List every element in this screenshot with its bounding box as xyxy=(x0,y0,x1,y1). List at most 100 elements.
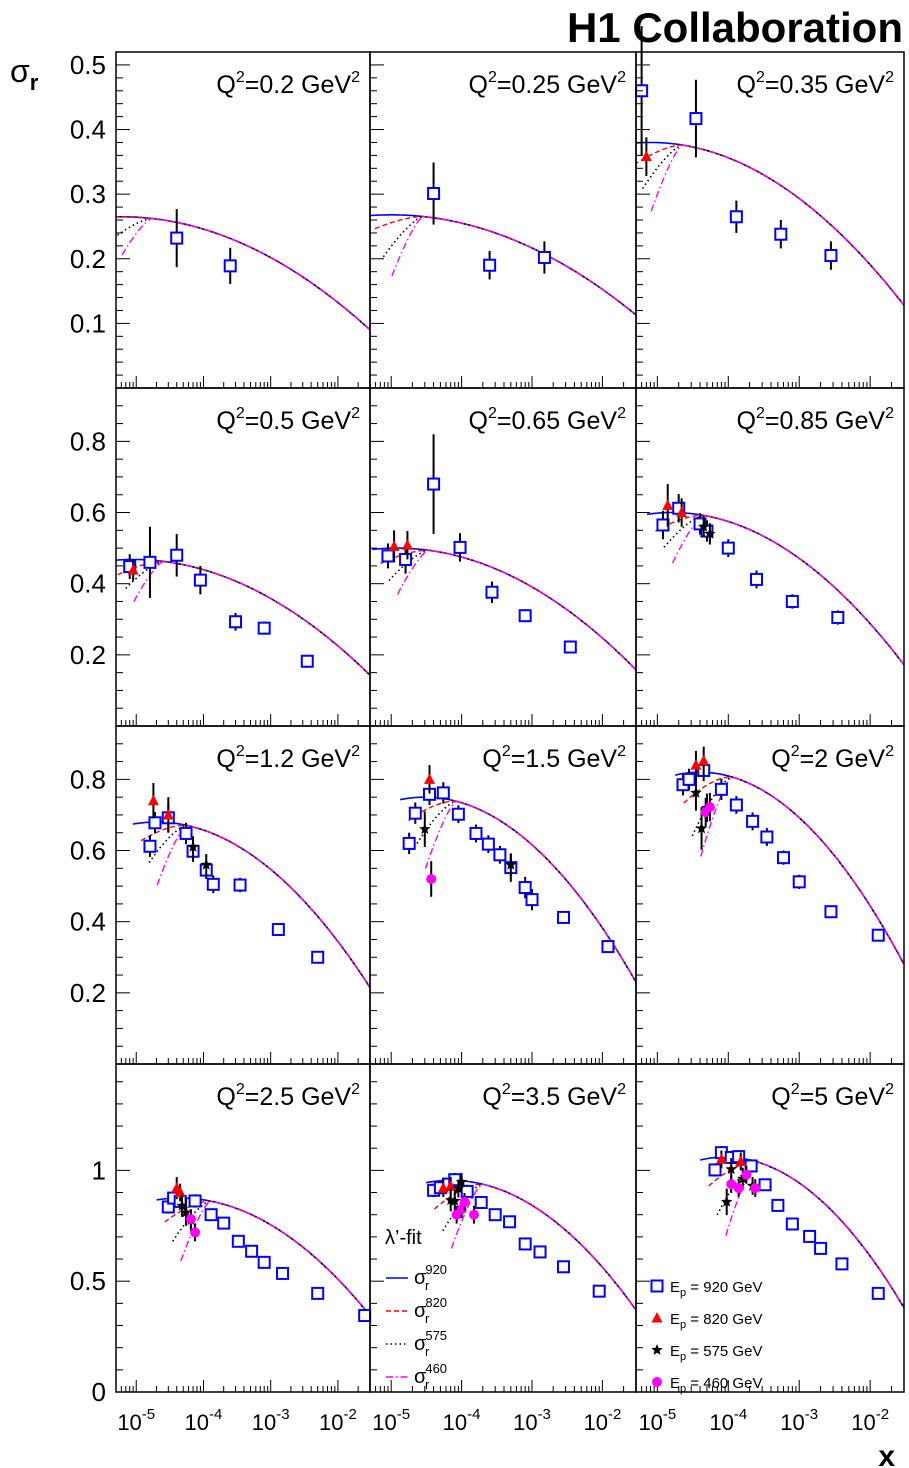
data-point-820 xyxy=(401,539,413,550)
data-point-575 xyxy=(695,822,708,834)
data-point-920 xyxy=(170,231,184,245)
y-tick-label: 0.4 xyxy=(70,907,106,937)
data-point-920 xyxy=(481,837,495,851)
data-point-920 xyxy=(814,1241,828,1255)
data-point-920 xyxy=(746,814,760,828)
y-tick-label: 0.8 xyxy=(70,764,106,794)
data-point-820 xyxy=(715,1153,727,1164)
data-point-920 xyxy=(518,1237,532,1251)
fit-curves xyxy=(372,547,636,670)
data-point-920 xyxy=(311,950,325,964)
fit-curve-460 xyxy=(396,549,636,670)
y-tick-label: 0.3 xyxy=(70,179,106,209)
data-point-820 xyxy=(127,564,139,575)
panel-8: Q2=2 GeV2 xyxy=(635,725,905,1065)
data-point-460 xyxy=(750,1183,761,1194)
data-point-920 xyxy=(785,594,799,608)
x-tick-label: 10-2 xyxy=(319,1406,357,1435)
data-point-920 xyxy=(276,1266,290,1280)
data-point-575 xyxy=(690,786,702,798)
y-tick-label: 0.6 xyxy=(70,498,106,528)
data-point-920 xyxy=(193,573,207,587)
y-tick-label: 0.4 xyxy=(70,115,106,145)
y-tick-label: 0.2 xyxy=(70,978,106,1008)
data-point-820 xyxy=(174,1186,186,1198)
panel-2: Q2=0.35 GeV2 xyxy=(635,26,905,389)
y-tick-label: 0.5 xyxy=(70,1266,106,1296)
panel-11: Q2=5 GeV2 xyxy=(635,1063,905,1393)
panel-title: Q2=0.2 GeV2 xyxy=(216,69,360,99)
data-point-920 xyxy=(803,1229,817,1243)
data-point-820 xyxy=(698,754,710,766)
data-point-575 xyxy=(721,1195,733,1207)
data-point-920 xyxy=(556,1260,570,1274)
data-point-575 xyxy=(419,823,431,834)
x-tick-label: 10-5 xyxy=(372,1406,410,1435)
data-point-920 xyxy=(460,1184,474,1198)
data-legend-marker-575 xyxy=(651,1344,663,1355)
y-tick-label: 0 xyxy=(92,1377,106,1407)
fit-curves xyxy=(156,1197,370,1317)
data-points xyxy=(170,209,237,284)
data-point-920 xyxy=(682,772,696,786)
data-points xyxy=(676,746,885,942)
data-point-920 xyxy=(525,893,539,907)
data-point-920 xyxy=(170,548,184,562)
data-point-920 xyxy=(556,910,570,924)
data-points xyxy=(427,1173,606,1298)
y-tick-label: 0.2 xyxy=(70,640,106,670)
x-tick-label: 10-3 xyxy=(513,1406,551,1435)
x-tick-label: 10-3 xyxy=(780,1406,818,1435)
data-points xyxy=(656,484,845,625)
data-point-820 xyxy=(676,506,688,518)
data-point-920 xyxy=(774,227,788,241)
data-point-920 xyxy=(693,517,707,531)
data-point-920 xyxy=(427,187,441,201)
data-point-920 xyxy=(729,798,743,812)
data-point-920 xyxy=(271,923,285,937)
collaboration-title: H1 Collaboration xyxy=(567,4,903,51)
data-legend-marker-460 xyxy=(652,1377,662,1387)
data-point-920 xyxy=(300,654,314,668)
data-legend: Ep = 920 GeV Ep = 820 GeV Ep = 575 GeV Ep =… xyxy=(650,1279,762,1395)
fit-curve-460 xyxy=(156,824,370,988)
data-point-920 xyxy=(750,572,764,586)
x-tick-label: 10-4 xyxy=(185,1406,223,1435)
panel-grid: 0.1 0.2 0.3 0.4 0.5 Q2=0.2 GeV2 Q2=0.25 GeV2 Q2… xyxy=(70,26,905,1435)
y-tick-label: 0.2 xyxy=(70,244,106,274)
fit-curve-460 xyxy=(650,144,904,306)
data-point-920 xyxy=(427,477,441,491)
data-point-920 xyxy=(871,1286,885,1300)
panel-frame xyxy=(635,1063,905,1393)
data-point-820 xyxy=(662,499,674,510)
data-point-460 xyxy=(459,1196,470,1207)
data-legend-label-820: Ep = 820 GeV xyxy=(670,1311,762,1331)
data-points xyxy=(381,434,577,654)
fit-curves xyxy=(116,216,370,330)
data-point-920 xyxy=(257,1255,271,1269)
data-point-920 xyxy=(493,848,507,862)
data-point-820 xyxy=(640,150,652,162)
fit-legend-label-820: σ820 r xyxy=(414,1295,447,1326)
y-axis-label: σr xyxy=(10,53,39,95)
data-point-920 xyxy=(245,1244,259,1258)
fit-curve-460 xyxy=(700,776,904,965)
data-point-920 xyxy=(503,1215,517,1229)
x-axis-label: x xyxy=(878,1440,895,1468)
y-tick-label: 0.1 xyxy=(70,308,106,338)
x-tick-label: 10-5 xyxy=(117,1406,155,1435)
fit-curve-820 xyxy=(380,549,636,670)
data-point-920 xyxy=(708,1163,722,1177)
fit-curves xyxy=(675,771,904,965)
fit-curve-460 xyxy=(121,217,370,330)
data-point-920 xyxy=(143,839,157,853)
data-point-460 xyxy=(468,1209,479,1220)
x-tick-label: 10-2 xyxy=(583,1406,621,1435)
x-tick-label: 10-2 xyxy=(851,1406,889,1435)
data-point-460 xyxy=(741,1169,752,1180)
data-legend-label-920: Ep = 920 GeV xyxy=(670,1279,762,1299)
data-point-575 xyxy=(180,1206,192,1218)
fit-legend-label-460: σ460 r xyxy=(414,1361,447,1392)
data-point-920 xyxy=(488,1208,502,1222)
